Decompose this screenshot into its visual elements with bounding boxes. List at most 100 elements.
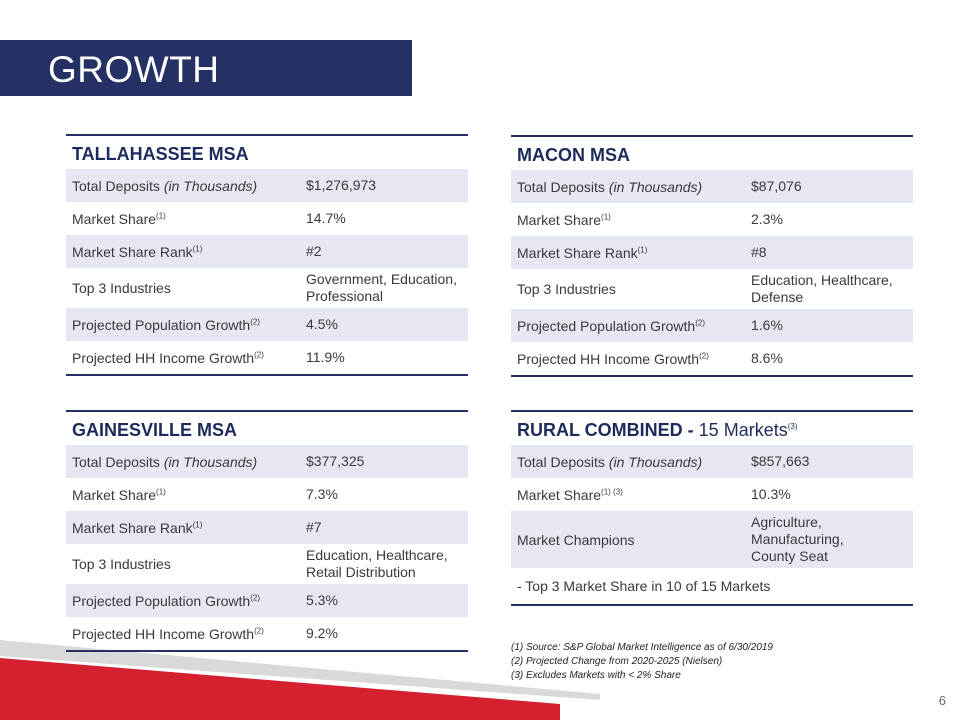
panel-subtitle: 15 Markets xyxy=(698,420,788,440)
gray-stripe xyxy=(0,640,600,700)
row-value: #2 xyxy=(306,243,322,259)
row-value: Education, Healthcare, Retail Distributi… xyxy=(306,547,448,580)
footnote-ref: (2) xyxy=(250,592,260,602)
label-text: - Top 3 Market Share in 10 of 15 Markets xyxy=(517,578,771,594)
footnote-ref: (2) xyxy=(254,349,264,359)
row-value: $1,276,973 xyxy=(306,177,377,193)
footnote-ref: (1) (3) xyxy=(601,486,623,496)
table-row: Total Deposits (in Thousands) $1,276,973 xyxy=(66,169,468,202)
footnotes: (1) Source: S&P Global Market Intelligen… xyxy=(511,641,773,683)
row-label: Total Deposits (in Thousands) xyxy=(66,178,306,194)
table-row: Top 3 Industries Education, Healthcare, D… xyxy=(511,269,913,309)
label-text: Market Share Rank xyxy=(517,244,638,261)
footnote-ref: (1) xyxy=(156,486,166,496)
label-text: Total Deposits xyxy=(72,453,160,470)
footnote-ref: (1) xyxy=(637,244,648,254)
row-value: 2.3% xyxy=(751,211,783,227)
label-text: Market Share xyxy=(72,486,157,503)
footnote: (2) Projected Change from 2020-2025 (Nie… xyxy=(511,656,723,667)
row-value: 14.7% xyxy=(306,210,346,226)
market-panel: GAINESVILLE MSA Total Deposits (in Thousa… xyxy=(66,410,468,652)
row-value: 5.3% xyxy=(306,592,338,608)
label-text: Market Share Rank xyxy=(72,519,193,536)
row-label: Projected HH Income Growth(2) xyxy=(511,351,751,367)
table-row: Projected HH Income Growth(2) 9.2% xyxy=(66,617,468,650)
row-value: 1.6% xyxy=(751,317,783,333)
row-value: 4.5% xyxy=(306,316,338,332)
footnote-ref: (3) xyxy=(787,422,798,431)
label-note: (in Thousands) xyxy=(163,453,258,470)
label-text: Top 3 Industries xyxy=(72,280,171,296)
row-label: Market Share(1) xyxy=(511,212,751,228)
table-row: Market Share Rank(1) #7 xyxy=(66,511,468,544)
panel-title-text: MACON MSA xyxy=(517,145,630,165)
panel-title-text: RURAL COMBINED - xyxy=(517,420,699,440)
row-value: $87,076 xyxy=(751,178,802,194)
row-value: $857,663 xyxy=(751,453,810,469)
label-text: Projected HH Income Growth xyxy=(72,625,255,642)
label-text: Total Deposits xyxy=(72,177,160,194)
table-row: Market Share(1) (3) 10.3% xyxy=(511,478,913,511)
label-text: Projected Population Growth xyxy=(72,316,251,333)
row-label: Projected HH Income Growth(2) xyxy=(66,350,306,366)
row-label: Total Deposits (in Thousands) xyxy=(511,454,751,470)
row-label: Projected Population Growth(2) xyxy=(66,593,306,609)
footnote-ref: (2) xyxy=(250,316,260,326)
title-banner: GROWTH MARKETS xyxy=(0,40,412,132)
footnote-ref: (2) xyxy=(695,317,705,327)
table-row: Market Share(1) 14.7% xyxy=(66,202,468,235)
row-label: - Top 3 Market Share in 10 of 15 Markets xyxy=(511,578,907,594)
label-text: Projected Population Growth xyxy=(72,592,251,609)
label-note: (in Thousands) xyxy=(163,177,258,194)
table-row: Top 3 Industries Government, Education, P… xyxy=(66,268,468,308)
footnote-ref: (1) xyxy=(156,210,166,220)
row-value: 7.3% xyxy=(306,486,338,502)
table-row: Market Share(1) 2.3% xyxy=(511,203,913,236)
table-row: Market Share Rank(1) #8 xyxy=(511,236,913,269)
panel-title: GAINESVILLE MSA xyxy=(66,412,468,445)
label-note: (in Thousands) xyxy=(608,178,703,195)
row-label: Total Deposits (in Thousands) xyxy=(511,179,751,195)
table-row: Total Deposits (in Thousands) $857,663 xyxy=(511,445,913,478)
table-row: Top 3 Industries Education, Healthcare, R… xyxy=(66,544,468,584)
label-text: Market Share xyxy=(72,210,157,227)
row-label: Market Share(1) xyxy=(66,487,306,503)
label-text: Top 3 Industries xyxy=(517,281,616,297)
panel-title: TALLAHASSEE MSA xyxy=(66,136,468,169)
panel-title-text: GAINESVILLE MSA xyxy=(72,420,238,440)
panel-title-text: TALLAHASSEE MSA xyxy=(72,144,249,164)
table-row: Market Champions Agriculture, Manufacturi… xyxy=(511,511,913,568)
row-value: Agriculture, Manufacturing, County Seat xyxy=(751,514,844,564)
row-label: Market Share Rank(1) xyxy=(66,244,306,260)
label-text: Total Deposits xyxy=(517,453,605,470)
footnote: (1) Source: S&P Global Market Intelligen… xyxy=(511,642,773,653)
row-label: Market Share Rank(1) xyxy=(511,245,751,261)
label-text: Market Champions xyxy=(517,531,635,548)
footnote-ref: (1) xyxy=(192,243,203,253)
label-text: Market Share xyxy=(517,211,602,228)
table-row: Projected Population Growth(2) 1.6% xyxy=(511,309,913,342)
panel-title: MACON MSA xyxy=(511,137,913,170)
market-panel: TALLAHASSEE MSA Total Deposits (in Thousa… xyxy=(66,134,468,376)
row-value: 11.9% xyxy=(306,349,345,365)
label-text: Projected Population Growth xyxy=(517,317,696,334)
footnote-ref: (2) xyxy=(254,625,264,635)
row-label: Total Deposits (in Thousands) xyxy=(66,454,306,470)
table-row: Market Share Rank(1) #2 xyxy=(66,235,468,268)
label-note: (in Thousands) xyxy=(608,453,703,470)
label-text: Projected HH Income Growth xyxy=(72,349,255,366)
row-value: 10.3% xyxy=(751,486,791,502)
table-row: Projected Population Growth(2) 4.5% xyxy=(66,308,468,341)
row-label: Top 3 Industries xyxy=(511,281,751,297)
market-panel: MACON MSA Total Deposits (in Thousands) $8… xyxy=(511,135,913,377)
label-text: Projected HH Income Growth xyxy=(517,350,700,367)
page-number: 6 xyxy=(938,693,946,708)
row-value: Education, Healthcare, Defense xyxy=(751,272,893,305)
table-row: - Top 3 Market Share in 10 of 15 Markets xyxy=(511,568,913,604)
footnote-ref: (2) xyxy=(699,350,709,360)
table-row: Market Share(1) 7.3% xyxy=(66,478,468,511)
row-value: #7 xyxy=(306,519,322,535)
row-label: Top 3 Industries xyxy=(66,280,306,296)
